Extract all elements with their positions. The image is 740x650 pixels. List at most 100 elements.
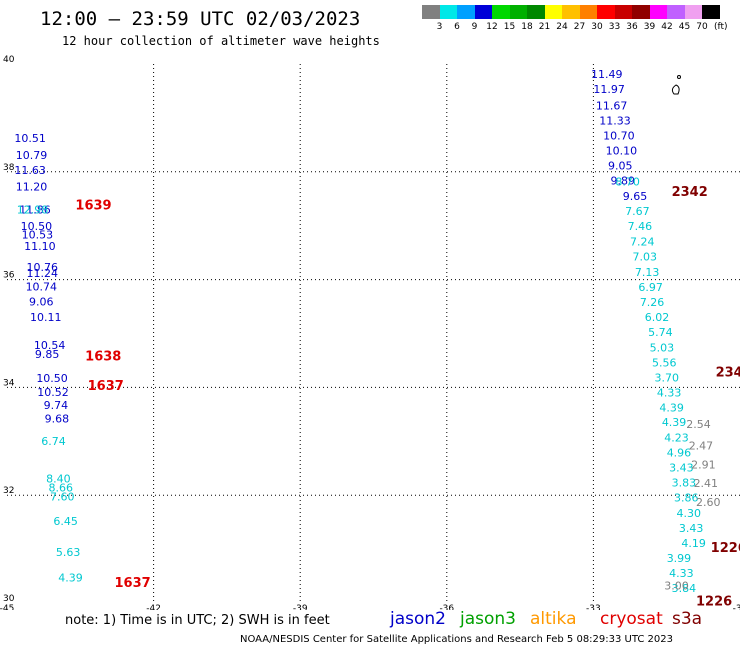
wave-height-point: 1639 — [75, 199, 111, 214]
wave-height-point: 9.85 — [35, 348, 60, 361]
colorbar-label: 12 — [486, 22, 498, 32]
colorbar-label: 24 — [556, 22, 568, 32]
colorbar-swatch — [702, 5, 720, 19]
wave-height-point: 9.68 — [45, 412, 70, 425]
wave-height-point: 7.46 — [628, 220, 653, 233]
wave-height-point: 3.00 — [664, 580, 689, 593]
colorbar-label: 36 — [626, 22, 638, 32]
wave-height-point: 11.67 — [596, 99, 628, 112]
colorbar-unit: (ft) — [714, 22, 728, 32]
y-tick-label: 32 — [3, 486, 14, 496]
colorbar-label: 42 — [661, 22, 673, 32]
wave-height-point: 10.70 — [603, 129, 635, 142]
wave-height-point: 11.20 — [16, 181, 47, 194]
wave-height-point: 3.84 — [672, 582, 697, 595]
colorbar-label: 30 — [591, 22, 603, 32]
wave-height-point: 10.79 — [16, 149, 47, 162]
colorbar-label: 18 — [521, 22, 533, 32]
colorbar-label: 6 — [454, 22, 460, 32]
x-tick-label: -45 — [0, 604, 14, 610]
wave-height-point: 2.60 — [696, 496, 721, 509]
colorbar-swatch — [474, 5, 492, 19]
wave-height-point: 3.83 — [672, 477, 697, 490]
wave-height-point: 11.33 — [599, 114, 631, 127]
wave-height-point: 7.67 — [625, 205, 650, 218]
wave-height-point: 3.86 — [674, 492, 699, 505]
legend-item: cryosat — [600, 609, 663, 629]
wave-height-point: 7.26 — [640, 296, 665, 309]
wave-height-point: 11.97 — [593, 83, 625, 96]
wave-height-point: 6.02 — [645, 311, 670, 324]
wave-height-point: 1637 — [115, 576, 151, 591]
x-tick-label: -36 — [439, 604, 454, 610]
y-tick-label: 40 — [3, 55, 15, 65]
wave-height-point: 11.86 — [19, 203, 51, 216]
credit-line: NOAA/NESDIS Center for Satellite Applica… — [240, 634, 673, 645]
colorbar-label: 33 — [608, 22, 621, 32]
x-tick-label: -42 — [146, 604, 161, 610]
wave-height-point: 4.39 — [659, 402, 684, 415]
wave-height-point: 1637 — [88, 379, 124, 394]
colorbar-label: 9 — [471, 22, 478, 32]
wave-height-point: 6.97 — [638, 281, 663, 294]
wave-height-point: 11.63 — [14, 164, 46, 177]
wave-height-point: 8.66 — [49, 481, 74, 494]
wave-height-point: 10.50 — [36, 372, 68, 385]
x-tick-label: -30 — [733, 604, 740, 610]
wave-height-point: 2342 — [716, 366, 740, 381]
wave-height-point: 9.89 — [611, 175, 636, 188]
wave-height-point: 1226 — [696, 595, 732, 610]
island-outline — [671, 84, 680, 95]
legend-item: s3a — [672, 609, 703, 629]
wave-height-point: 3.43 — [679, 522, 704, 535]
wave-height-point: 7.24 — [630, 236, 655, 249]
wave-height-point: 4.39 — [58, 571, 82, 584]
wave-height-point: 3.99 — [667, 552, 692, 565]
colorbar-swatch — [492, 5, 510, 19]
x-tick-label: -33 — [586, 604, 601, 610]
wave-height-point: 2.91 — [691, 458, 716, 471]
wave-height-point: 10.11 — [30, 311, 61, 324]
legend-item: jason3 — [460, 609, 516, 629]
colorbar-swatch — [457, 5, 475, 19]
y-tick-label: 34 — [3, 378, 15, 388]
colorbar-swatch — [544, 5, 562, 19]
wave-height-point: 8.40 — [46, 472, 71, 485]
wave-height-point: 9.05 — [608, 160, 633, 173]
wave-height-point: 2.47 — [689, 439, 714, 452]
y-tick-label: 38 — [3, 163, 15, 173]
x-tick-label: -39 — [293, 604, 308, 610]
colorbar-label: 45 — [678, 22, 691, 32]
y-tick-label: 36 — [3, 271, 15, 281]
colorbar-swatch — [667, 5, 685, 19]
colorbar-swatch — [422, 5, 440, 19]
wave-height-point: 4.30 — [676, 507, 701, 520]
wave-height-point: 1638 — [85, 349, 121, 364]
wave-height-point: 2342 — [672, 185, 708, 200]
wave-height-point: 4.39 — [662, 416, 687, 429]
legend-item: jason2 — [390, 609, 446, 629]
wave-height-point: 9.06 — [29, 295, 53, 308]
wave-height-point: 1226 — [711, 541, 740, 556]
wave-height-point: 11.49 — [591, 68, 623, 81]
wave-height-point: 2.54 — [686, 418, 711, 431]
colorbar-label: 70 — [696, 22, 708, 32]
wave-height-point: 4.19 — [681, 537, 706, 550]
wave-height-point: 6.45 — [53, 515, 78, 528]
wave-height-point: 10.51 — [14, 132, 46, 145]
footer-note: note: 1) Time is in UTC; 2) SWH is in fe… — [65, 613, 330, 628]
y-tick-label: 30 — [3, 594, 15, 604]
colorbar-swatch — [527, 5, 545, 19]
wave-height-point: 5.56 — [652, 356, 677, 369]
colorbar-swatch — [597, 5, 615, 19]
colorbar-label: 3 — [436, 22, 443, 32]
colorbar-swatch — [562, 5, 580, 19]
wave-height-point: 8.70 — [615, 175, 640, 188]
island-outline — [677, 75, 681, 79]
wave-height-point: 3.43 — [669, 461, 694, 474]
colorbar-label: 39 — [643, 22, 656, 32]
colorbar-swatch — [684, 5, 702, 19]
wave-height-chart: -45 -42 -39 -36 -33 -30 40 38 36 34 32 30 10.51 10.79… — [0, 55, 740, 610]
wave-height-point: 10.76 — [27, 261, 59, 274]
wave-height-point: 4.96 — [667, 446, 692, 459]
